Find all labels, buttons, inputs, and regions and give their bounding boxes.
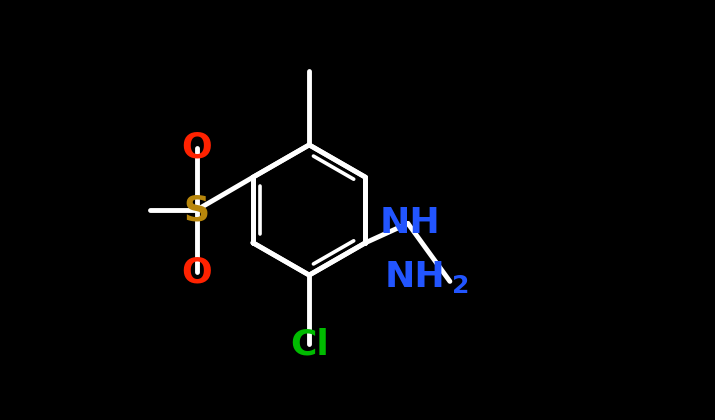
Text: O: O xyxy=(182,131,212,165)
Text: O: O xyxy=(182,255,212,289)
Text: NH: NH xyxy=(385,260,445,294)
Text: 2: 2 xyxy=(452,274,469,299)
Text: Cl: Cl xyxy=(290,328,329,361)
Text: S: S xyxy=(184,193,209,227)
Text: NH: NH xyxy=(380,207,440,240)
